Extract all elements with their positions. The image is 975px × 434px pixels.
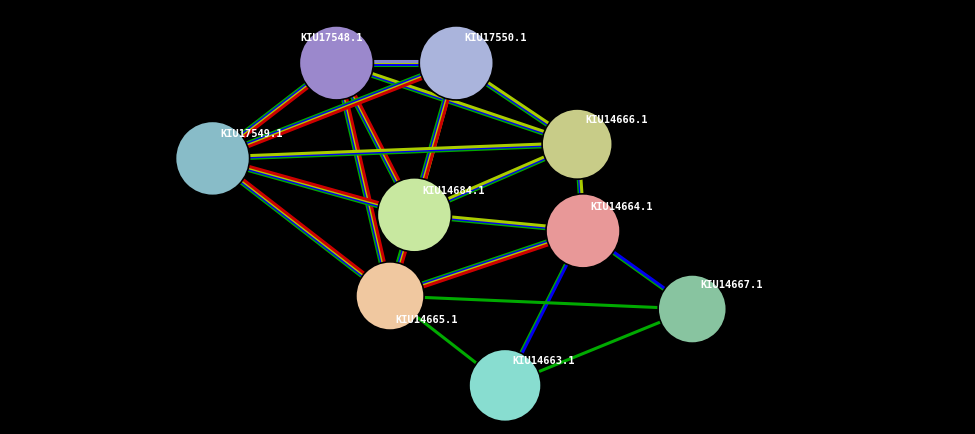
Text: KIU17550.1: KIU17550.1 — [464, 33, 526, 43]
Ellipse shape — [176, 122, 250, 195]
Ellipse shape — [377, 178, 451, 252]
Text: KIU14684.1: KIU14684.1 — [422, 186, 485, 196]
Ellipse shape — [546, 194, 620, 268]
Text: KIU14665.1: KIU14665.1 — [395, 315, 457, 326]
Ellipse shape — [356, 262, 424, 330]
Text: KIU14663.1: KIU14663.1 — [513, 355, 575, 366]
Text: KIU14667.1: KIU14667.1 — [700, 280, 762, 290]
Text: KIU14664.1: KIU14664.1 — [591, 202, 653, 212]
Ellipse shape — [658, 275, 726, 343]
Text: KIU17549.1: KIU17549.1 — [220, 128, 283, 139]
Ellipse shape — [419, 26, 493, 100]
Text: KIU17548.1: KIU17548.1 — [300, 33, 363, 43]
Ellipse shape — [469, 349, 541, 421]
Text: KIU14666.1: KIU14666.1 — [585, 115, 647, 125]
Ellipse shape — [542, 109, 612, 179]
Ellipse shape — [299, 26, 373, 100]
